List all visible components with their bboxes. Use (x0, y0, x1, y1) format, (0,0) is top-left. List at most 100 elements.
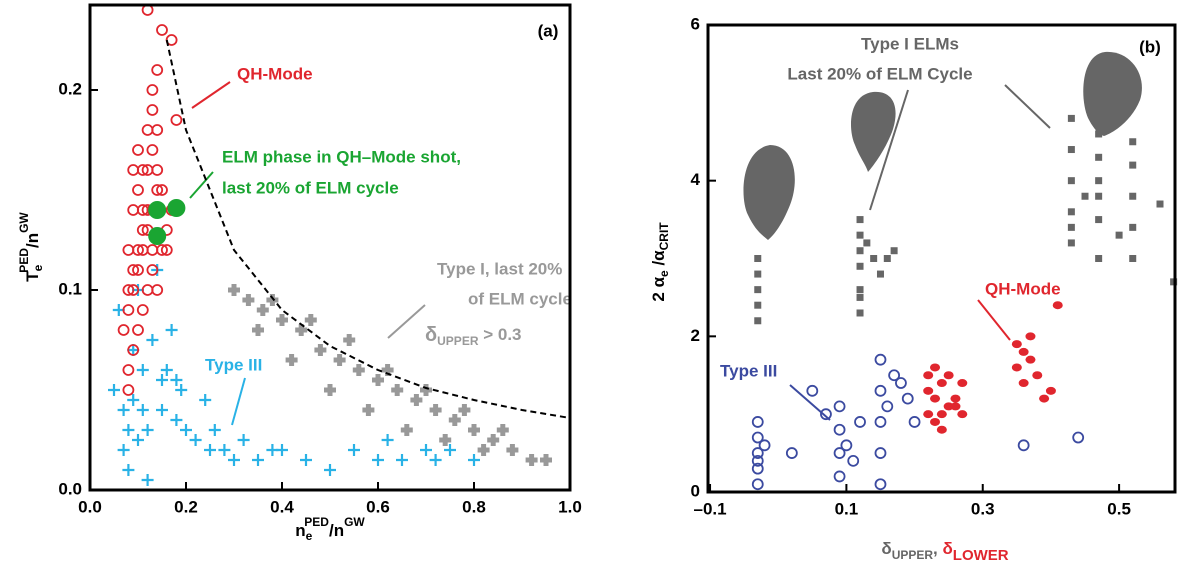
point (141, 424, 154, 436)
point (754, 286, 762, 294)
point (122, 284, 135, 296)
point (1011, 363, 1022, 372)
point (420, 444, 432, 456)
x-tick-label: 0.8 (462, 497, 486, 516)
point (856, 247, 864, 255)
annotation: Last 20% of ELM Cycle (787, 64, 972, 83)
point (751, 478, 764, 491)
point (372, 454, 384, 466)
x-axis-label: δUPPER, δLOWER (881, 539, 1008, 563)
point (1018, 347, 1029, 356)
point (151, 284, 164, 296)
point (1095, 153, 1103, 161)
point (1067, 239, 1075, 247)
point (754, 255, 762, 262)
point (874, 384, 887, 397)
point (856, 293, 864, 301)
point (1129, 223, 1137, 231)
shape-icon (850, 91, 896, 172)
point (429, 454, 442, 466)
point (1067, 177, 1075, 185)
point (151, 184, 164, 196)
point (1156, 200, 1164, 208)
axes-frame (88, 3, 572, 492)
point (854, 416, 866, 428)
annotation: δUPPER > 0.3 (425, 324, 522, 348)
x-axis-label: nePED/nGW (295, 515, 365, 543)
arrows (189, 81, 1051, 426)
point (252, 454, 264, 466)
point (936, 410, 947, 419)
point (901, 392, 914, 405)
point (156, 24, 168, 36)
point (108, 384, 120, 396)
shape-icon (1083, 51, 1142, 136)
x-tick-label: 0.2 (174, 497, 198, 516)
point (856, 262, 864, 270)
point (228, 454, 240, 466)
y-tick-label: 0.0 (58, 479, 82, 498)
point (487, 434, 500, 446)
point (170, 114, 183, 126)
series-label: Type III (720, 361, 777, 380)
point (847, 454, 860, 467)
point (1081, 192, 1089, 200)
y-tick-label: 4 (691, 170, 701, 189)
point (160, 244, 173, 256)
point (751, 462, 764, 475)
point (833, 447, 846, 459)
point (208, 424, 221, 436)
point (146, 144, 159, 156)
point (333, 354, 346, 366)
point (1067, 114, 1075, 122)
point (1052, 301, 1063, 310)
point (136, 204, 149, 216)
point (506, 444, 519, 456)
plot-area (108, 4, 571, 486)
point (343, 334, 356, 346)
series-label: QH-Mode (985, 279, 1061, 298)
point (324, 464, 336, 476)
point (1095, 255, 1103, 262)
point (540, 454, 552, 466)
annotation: last 20% of ELM cycle (222, 178, 399, 197)
point (930, 363, 941, 372)
point (874, 416, 887, 428)
point (381, 434, 394, 446)
point (856, 231, 864, 239)
point (117, 444, 130, 456)
point (943, 371, 954, 380)
y-tick-label: 0 (691, 481, 700, 500)
point (304, 314, 317, 326)
point (218, 444, 231, 456)
point (167, 199, 186, 217)
point (146, 84, 159, 96)
point (256, 304, 269, 316)
point (141, 474, 154, 486)
point (151, 64, 164, 76)
x-tick-label: 0.1 (835, 499, 859, 518)
point (141, 124, 154, 136)
point (314, 344, 327, 356)
point (936, 425, 947, 434)
annotation: ELM phase in QH–Mode shot, (222, 147, 461, 166)
x-tick-label: 1.0 (558, 497, 582, 516)
point (751, 416, 764, 428)
arrow (977, 299, 1011, 341)
point (276, 314, 288, 326)
point (883, 255, 891, 262)
point (160, 364, 173, 376)
y-axis-label: 2 αe /αCRIT (649, 222, 671, 302)
point (1129, 161, 1137, 169)
point (170, 414, 183, 426)
point (751, 447, 764, 459)
point (1129, 192, 1137, 200)
point (151, 124, 164, 136)
point (444, 444, 456, 456)
point (127, 344, 140, 356)
point (324, 384, 336, 396)
point (1129, 138, 1137, 146)
point (151, 164, 164, 176)
arrow (387, 304, 426, 339)
annotation: Type III (205, 355, 262, 374)
